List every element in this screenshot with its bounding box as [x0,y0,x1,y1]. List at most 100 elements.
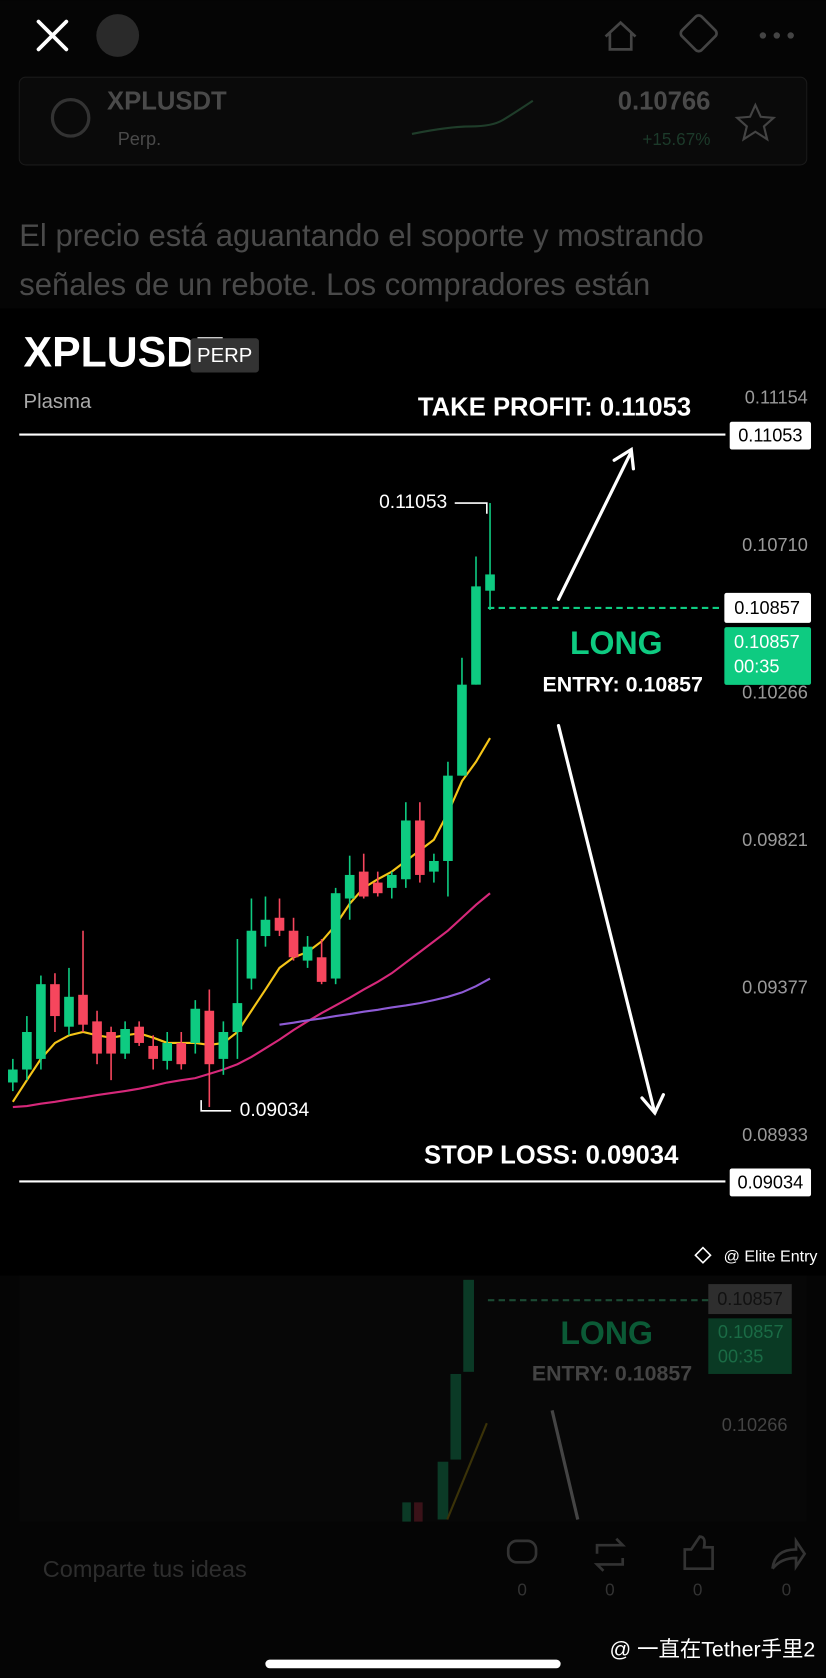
candle-body [358,871,369,897]
background-tag-text: 0.10857 [717,1289,783,1309]
share-icon[interactable] [771,1536,807,1571]
high-pointer [454,502,488,514]
count: 0 [605,1581,615,1600]
candle-body [106,1031,116,1054]
repost-icon[interactable] [593,1537,626,1572]
candle-body [372,882,383,894]
favorite[interactable] [734,102,777,142]
candle-body [429,860,439,872]
y-tick-label: 0.09377 [742,978,808,998]
arrows [556,446,665,1116]
candle-body [401,820,411,880]
high-label: 0.11053 [379,492,447,513]
candle-body [316,957,327,982]
watermark: @ Elite Entry [724,1248,818,1266]
chart-title: XPLUSDT [24,329,224,377]
price: 0.10766 [618,88,711,116]
stop-loss-label: STOP LOSS: 0.09034 [424,1142,679,1170]
background-price: 0.10857 [718,1322,784,1342]
watermark-icon [694,1246,712,1264]
candle-body [288,930,299,958]
candle-body [134,1026,144,1043]
avatar[interactable] [96,14,140,57]
price-tag [724,592,812,623]
candle-body [386,874,397,888]
candle-body [204,1010,215,1065]
candle-body [415,820,425,875]
sparkline [411,99,534,135]
candle-body [260,919,271,937]
candle-body [8,1069,18,1083]
market-card[interactable] [18,76,808,166]
count: 0 [517,1581,527,1600]
background-candles [402,1279,474,1522]
last-price-tag [724,627,812,685]
post-text: El precio está aguantando el soporte y m… [19,218,704,253]
action-icons [506,1535,807,1572]
y-tick-label: 0.08933 [742,1125,808,1145]
change: +15.67% [642,130,710,149]
candle-body [246,930,257,979]
candle-body [120,1029,130,1054]
count: 0 [782,1581,792,1600]
plot: 0.11154 0.10710 0.10266 0.09821 0.09377 0.089… [8,388,808,1145]
subtitle: Plasma [24,391,92,413]
candle-body [232,1003,243,1032]
background-chart [19,1275,807,1522]
pair: XPLUSDT [107,88,227,116]
y-tick-label: 0.11154 [745,388,808,408]
background-tag [708,1284,792,1315]
y-tick-label: 0.10266 [742,682,808,702]
candle-body [302,946,313,961]
chart-image [0,308,826,1276]
candle-body [443,775,453,861]
position: LONG [570,625,663,661]
post-text: señales de un rebote. Los compradores es… [19,267,650,302]
price-tag-text: 0.09034 [738,1172,804,1192]
candle-body [148,1045,159,1059]
more-icon[interactable] [759,32,794,39]
background-position: LONG [560,1315,653,1351]
candle-body [274,917,285,931]
entry-label: ENTRY: 0.10857 [543,673,703,697]
like-icon[interactable] [683,1535,714,1571]
candle-body [64,996,74,1027]
badge [190,338,259,373]
background-candle [414,1502,423,1522]
candle-body [176,1042,187,1065]
last-price: 0.10857 [734,632,800,652]
close-button[interactable] [36,19,69,52]
candle-body [92,1021,102,1054]
home-icon[interactable] [604,20,637,51]
gift-icon[interactable] [679,14,718,53]
background-tick: 0.10266 [722,1415,788,1435]
y-tick-label: 0.10710 [742,535,808,555]
background-arrow [550,1409,580,1520]
candle-body [22,1031,32,1070]
comment-icon[interactable] [506,1539,538,1564]
comment-input[interactable]: Comparte tus ideas [43,1556,247,1582]
count: 0 [693,1581,703,1600]
contract: Perp. [118,129,161,149]
low-label: 0.09034 [240,1100,310,1121]
background-ma [446,1422,488,1520]
badge-text: PERP [197,345,252,367]
home-indicator [265,1659,561,1669]
candle-body [78,994,88,1025]
countdown: 00:35 [734,657,779,677]
background-countdown: 00:35 [718,1347,763,1367]
coin-icon [50,98,91,138]
background-price-tag [708,1318,792,1374]
moving-average [12,892,491,1109]
candle-body [471,586,481,685]
candle-body [344,874,355,899]
background-entry: ENTRY: 0.10857 [532,1362,692,1386]
price-tag-text: 0.10857 [734,598,800,618]
candle-body [190,1008,201,1043]
candle-body [36,984,46,1059]
y-tick-label: 0.09821 [742,830,808,850]
candle-body [50,984,60,1017]
moving-average [279,977,491,1026]
